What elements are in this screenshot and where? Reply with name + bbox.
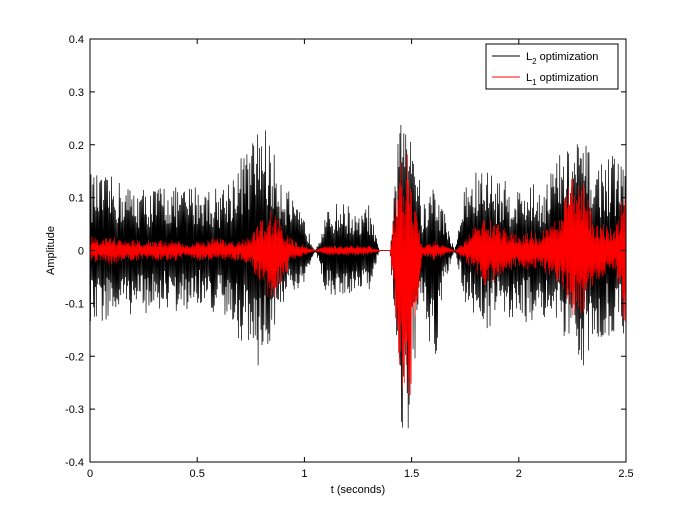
y-tick-label: 0 — [78, 246, 84, 258]
series-line-2 — [89, 154, 627, 396]
y-tick-label: 0.1 — [69, 193, 84, 205]
legend-label-1: L2 optimization — [526, 51, 598, 66]
y-tick-label: -0.1 — [65, 298, 84, 310]
y-axis-label: Amplitude — [45, 226, 57, 275]
y-tick-label: -0.4 — [65, 457, 84, 469]
x-tick-label: 2 — [516, 468, 522, 480]
y-tick-label: -0.3 — [65, 404, 84, 416]
x-tick-label: 2.5 — [618, 468, 633, 480]
legend-box — [485, 43, 619, 90]
y-tick-label: 0.3 — [69, 87, 84, 99]
series-line-1 — [89, 124, 627, 429]
x-tick-label: 0.5 — [190, 468, 205, 480]
y-tick-label: 0.4 — [69, 34, 84, 46]
axis-ticks: 0 0.5 1 1.5 2 2.5 -0.4 -0.3 -0.2 -0.1 0 0.1 0.2 0.3 0.… — [65, 34, 634, 480]
x-tick-label: 1 — [301, 468, 307, 480]
legend-label-2: L1 optimization — [526, 72, 598, 87]
x-tick-label: 1.5 — [404, 468, 419, 480]
y-tick-label: -0.2 — [65, 351, 84, 363]
signal-traces — [89, 124, 627, 429]
legend: L2 optimization L1 optimization — [485, 43, 619, 90]
x-axis-label: t (seconds) — [331, 484, 385, 496]
y-tick-label: 0.2 — [69, 140, 84, 152]
x-tick-label: 0 — [87, 468, 93, 480]
